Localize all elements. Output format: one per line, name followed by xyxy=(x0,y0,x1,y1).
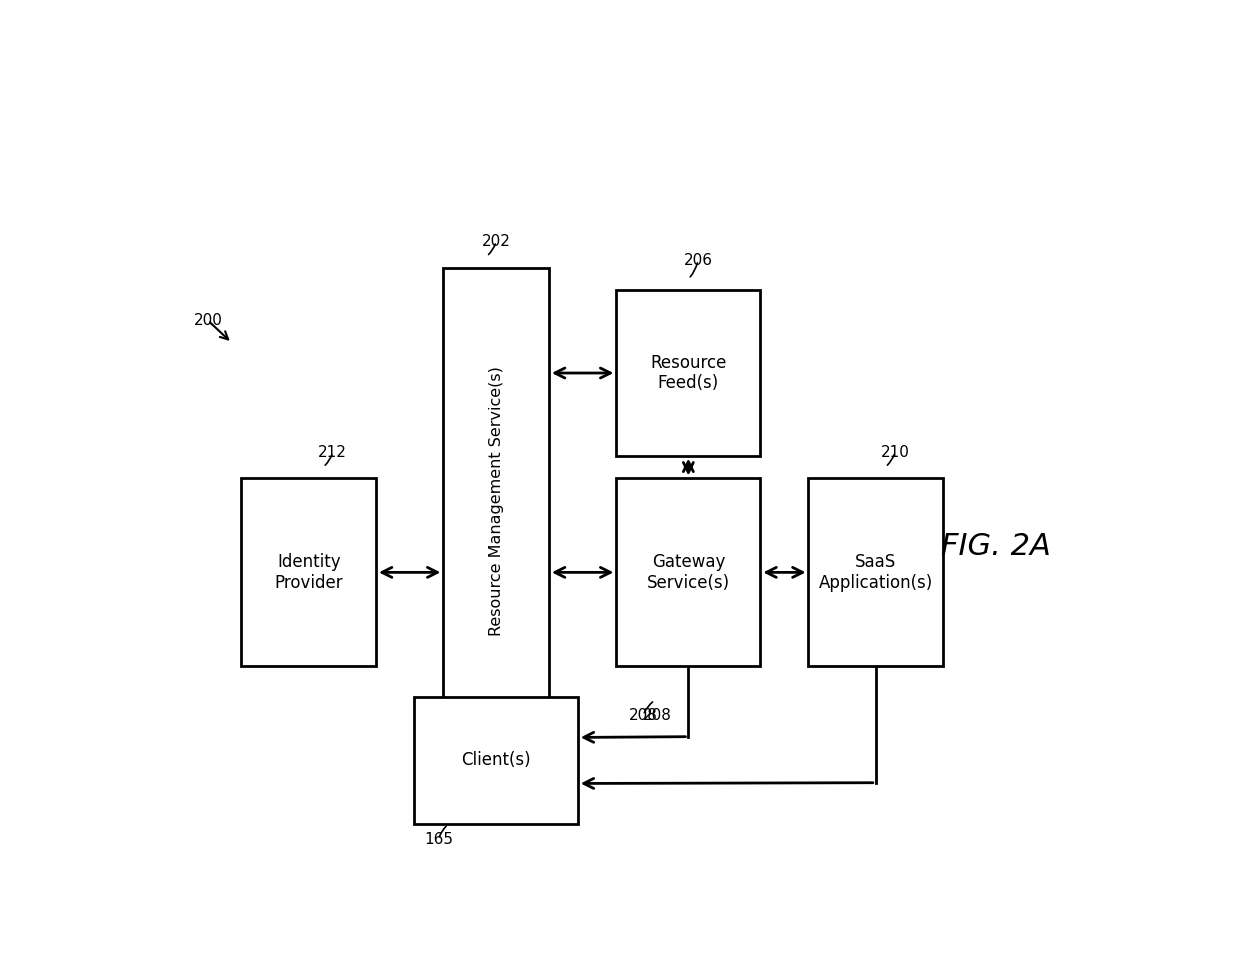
Text: 210: 210 xyxy=(880,445,909,459)
Text: 208: 208 xyxy=(629,707,657,723)
Bar xyxy=(242,479,376,666)
Text: Client(s): Client(s) xyxy=(461,751,531,770)
Bar xyxy=(616,479,760,666)
Text: 200: 200 xyxy=(193,313,222,328)
Bar xyxy=(616,290,760,455)
Text: SaaS
Application(s): SaaS Application(s) xyxy=(818,553,932,592)
Bar xyxy=(414,697,578,825)
Bar xyxy=(444,268,549,734)
Text: FIG. 2A: FIG. 2A xyxy=(941,531,1050,561)
Text: 208: 208 xyxy=(644,707,672,723)
Text: Resource
Feed(s): Resource Feed(s) xyxy=(650,354,727,393)
Text: 212: 212 xyxy=(319,445,347,459)
Text: 165: 165 xyxy=(424,832,453,847)
Text: Gateway
Service(s): Gateway Service(s) xyxy=(647,553,730,592)
Text: Identity
Provider: Identity Provider xyxy=(274,553,343,592)
Text: 206: 206 xyxy=(683,253,713,268)
Text: 202: 202 xyxy=(481,234,511,249)
Text: Resource Management Service(s): Resource Management Service(s) xyxy=(489,366,503,636)
Bar xyxy=(808,479,942,666)
